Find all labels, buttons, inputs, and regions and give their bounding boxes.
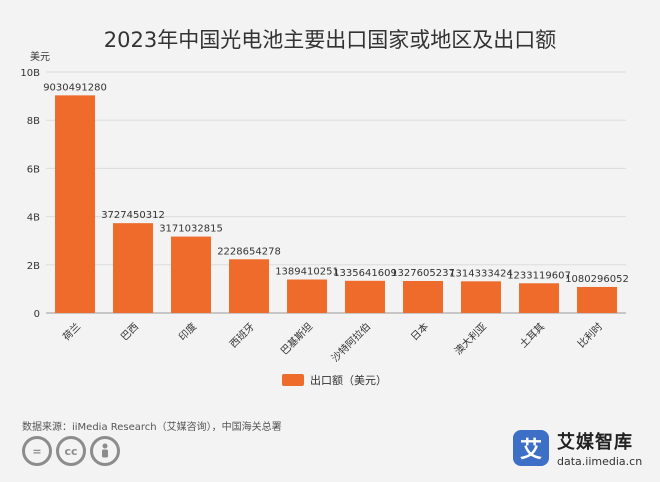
y-unit-label: 美元 xyxy=(30,52,50,63)
x-tick-label: 沙特阿拉伯 xyxy=(329,320,374,365)
y-tick-label: 6B xyxy=(27,164,40,175)
brand-logo-icon: 艾 xyxy=(513,430,549,466)
bar xyxy=(344,280,386,313)
x-tick-label: 巴基斯坦 xyxy=(278,320,315,357)
legend-label: 出口额（美元） xyxy=(310,374,387,387)
data-label: 3727450312 xyxy=(101,210,165,221)
bar xyxy=(402,281,444,313)
data-label: 3171032815 xyxy=(159,224,223,235)
legend[interactable]: 出口额（美元） xyxy=(282,372,387,388)
bar xyxy=(112,223,154,313)
data-label: 1314333424 xyxy=(449,268,513,279)
x-tick-label: 巴西 xyxy=(118,321,141,344)
data-label: 9030491280 xyxy=(43,82,107,93)
x-tick-label: 澳大利亚 xyxy=(452,320,489,357)
data-label: 2228654278 xyxy=(217,246,281,257)
legend-swatch xyxy=(282,374,304,386)
data-label: 1327605237 xyxy=(391,268,455,279)
source-note: 数据来源：iiMedia Research（艾媒咨询），中国海关总署 xyxy=(22,422,282,433)
brand-url: data.iimedia.cn xyxy=(557,455,643,468)
bar xyxy=(170,236,212,313)
person-icon xyxy=(90,436,120,466)
data-label: 1335641609 xyxy=(333,268,397,279)
equals-icon: = xyxy=(22,436,52,466)
license-icons: = cc xyxy=(22,436,120,466)
brand-name: 艾媒智库 xyxy=(557,432,633,453)
data-label: 1080296052 xyxy=(565,274,629,285)
brand-block[interactable]: 艾 艾媒智库 data.iimedia.cn xyxy=(513,428,642,468)
chart-title: 2023年中国光电池主要出口国家或地区及出口额 xyxy=(103,28,557,52)
x-tick-label: 西班牙 xyxy=(227,321,257,351)
cc-icon: cc xyxy=(56,436,86,466)
y-tick-label: 4B xyxy=(27,213,40,224)
bar xyxy=(228,259,270,313)
y-tick-label: 2B xyxy=(27,261,40,272)
bar xyxy=(518,283,560,313)
x-tick-label: 荷兰 xyxy=(60,320,83,343)
bar xyxy=(576,286,618,313)
data-label: 1389410251 xyxy=(275,267,339,278)
bar xyxy=(286,279,328,313)
y-tick-label: 0 xyxy=(34,309,40,320)
x-tick-label: 比利时 xyxy=(575,321,605,351)
bar xyxy=(54,95,96,313)
bar xyxy=(460,281,502,313)
x-tick-label: 印度 xyxy=(176,320,199,343)
y-tick-label: 10B xyxy=(20,68,40,79)
y-tick-label: 8B xyxy=(27,116,40,127)
x-tick-label: 土耳其 xyxy=(517,320,547,350)
data-label: 1233119607 xyxy=(507,270,571,281)
x-tick-label: 日本 xyxy=(408,320,431,343)
